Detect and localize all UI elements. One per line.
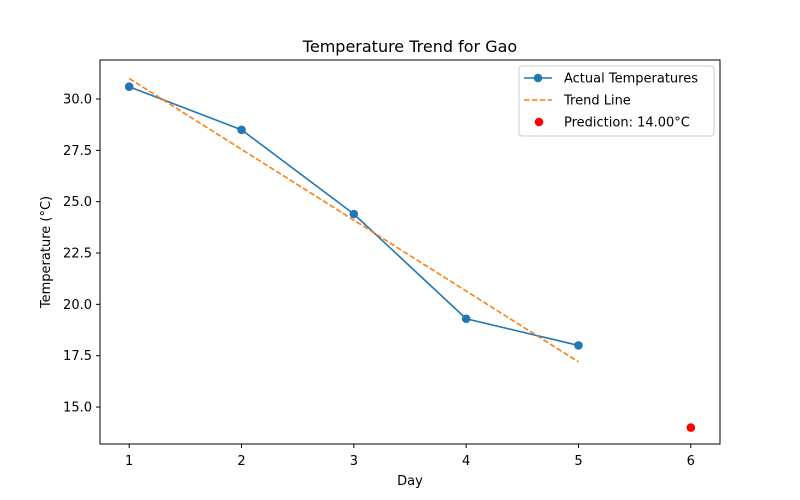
y-tick-label: 17.5: [63, 349, 92, 364]
y-axis-label: Temperature (°C): [39, 196, 54, 309]
y-tick-label: 15.0: [63, 401, 92, 416]
actual-temperature-point: [237, 125, 246, 135]
plot-area: [124, 77, 696, 432]
x-tick-label: 5: [574, 454, 582, 469]
x-tick-label: 2: [237, 454, 245, 469]
x-tick-label: 4: [462, 454, 470, 469]
legend-label-actual: Actual Temperatures: [564, 72, 698, 87]
x-tick-label: 3: [350, 454, 358, 469]
legend-label-trend: Trend Line: [563, 94, 631, 109]
x-axis-label: Day: [397, 474, 423, 489]
chart-title: Temperature Trend for Gao: [302, 37, 517, 56]
actual-temperature-point: [349, 209, 359, 219]
y-tick-label: 20.0: [63, 298, 92, 313]
actual-temperature-point: [574, 341, 583, 350]
x-tick-label: 1: [125, 454, 133, 469]
actual-temperature-point: [124, 82, 134, 91]
legend-marker-prediction: [534, 117, 544, 127]
x-axis: 1 2 3 4 5 6: [125, 444, 695, 469]
y-tick-label: 22.5: [63, 247, 92, 262]
trend-line: [128, 77, 579, 363]
prediction-point: [686, 423, 696, 432]
y-tick-label: 25.0: [63, 195, 92, 210]
legend: Actual Temperatures Trend Line Predictio…: [518, 65, 715, 137]
y-axis: 15.0 17.5 20.0 22.5 25.0 27.5 30.0: [63, 93, 100, 416]
y-tick-label: 30.0: [63, 93, 92, 108]
actual-temperature-point: [461, 314, 471, 324]
legend-box: [518, 65, 715, 137]
axes-frame: [99, 59, 721, 445]
x-tick-label: 6: [687, 454, 695, 469]
y-tick-label: 27.5: [63, 144, 92, 159]
legend-marker-actual: [533, 73, 543, 83]
legend-label-prediction: Prediction: 14.00°C: [564, 116, 690, 131]
